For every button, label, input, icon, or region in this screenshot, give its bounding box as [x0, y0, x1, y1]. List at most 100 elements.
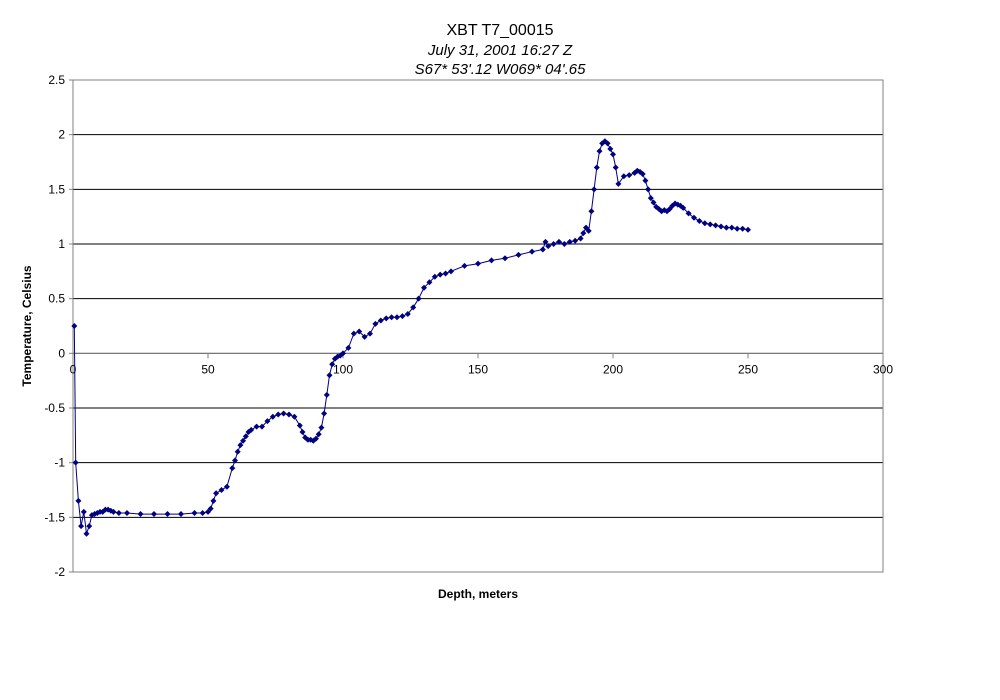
data-point — [685, 210, 692, 217]
chart-subtitle-datetime: July 31, 2001 16:27 Z — [427, 42, 573, 59]
data-point — [164, 511, 171, 518]
y-axis-label: Temperature, Celsius — [20, 265, 34, 386]
data-point — [647, 195, 654, 202]
data-point — [475, 260, 481, 267]
data-point — [237, 442, 244, 449]
data-point — [529, 248, 535, 255]
data-point — [269, 413, 276, 420]
data-point — [566, 238, 573, 245]
data-point — [612, 164, 619, 171]
gridlines — [73, 134, 883, 518]
y-tick-label: -1.5 — [44, 510, 65, 524]
data-point — [94, 509, 101, 516]
data-point — [388, 314, 395, 321]
data-point — [615, 180, 622, 187]
plot-frame — [72, 79, 884, 573]
data-point — [110, 508, 117, 515]
x-tick-label: 100 — [333, 362, 353, 376]
data-point — [286, 411, 292, 418]
data-point — [280, 410, 287, 417]
data-point — [448, 268, 454, 275]
data-point — [404, 310, 411, 317]
data-point — [745, 226, 751, 233]
data-point — [321, 410, 328, 417]
data-point — [315, 431, 322, 438]
data-point — [488, 257, 495, 264]
data-point — [345, 344, 352, 351]
y-tick-label: 0.5 — [48, 292, 65, 306]
data-point — [356, 328, 363, 335]
data-point — [71, 323, 78, 329]
series-line — [73, 140, 749, 534]
data-point — [377, 317, 384, 324]
data-point — [442, 270, 449, 277]
data-point — [275, 411, 282, 418]
data-point — [437, 271, 444, 278]
data-point — [580, 230, 587, 237]
data-point — [718, 223, 724, 230]
data-point — [734, 225, 741, 232]
y-tick-label: -0.5 — [44, 401, 65, 415]
data-point — [259, 423, 265, 430]
data-point — [561, 241, 568, 247]
data-point — [739, 225, 746, 232]
data-point — [240, 437, 247, 444]
data-point — [639, 171, 646, 178]
series-markers — [71, 138, 751, 537]
data-point — [115, 509, 122, 516]
data-point — [421, 284, 427, 291]
data-point — [596, 148, 603, 155]
x-tick-label: 200 — [603, 362, 623, 376]
data-point — [515, 251, 522, 258]
data-point — [72, 459, 79, 466]
y-tick-label: -1 — [54, 456, 65, 470]
data-point — [410, 304, 417, 311]
data-point — [229, 465, 236, 472]
x-tick-label: 0 — [70, 362, 77, 376]
data-point — [431, 273, 438, 280]
y-tick-label: 1 — [58, 237, 65, 251]
data-point — [550, 241, 557, 247]
data-point — [383, 315, 390, 322]
data-point — [556, 238, 562, 245]
axes — [72, 352, 884, 359]
data-point — [124, 509, 130, 516]
data-point — [610, 151, 616, 158]
data-point — [296, 422, 303, 429]
data-point — [329, 361, 336, 368]
data-point — [626, 172, 633, 179]
data-point — [191, 509, 198, 516]
data-point — [213, 490, 220, 497]
data-point — [502, 255, 508, 262]
x-tick-label: 300 — [873, 362, 893, 376]
data-point — [415, 295, 422, 302]
y-tick-label: 2 — [58, 128, 65, 142]
data-point — [585, 227, 592, 234]
data-point — [542, 238, 549, 245]
data-point — [207, 505, 214, 512]
y-tick-label: 2.5 — [48, 73, 65, 87]
data-point — [372, 320, 379, 327]
data-point — [607, 145, 614, 152]
data-point — [253, 423, 260, 430]
data-point — [691, 214, 697, 221]
data-point — [539, 246, 546, 253]
tick-labels: 2.5 2 1.5 1 0.5 0 -0.5 -1 -1.5 -2 0 50 100 150 200 250 3… — [44, 73, 893, 579]
data-point — [291, 413, 298, 420]
data-point — [78, 523, 85, 530]
data-point — [350, 330, 357, 337]
data-point — [242, 433, 249, 440]
data-point — [426, 279, 433, 286]
data-point — [728, 224, 735, 231]
data-point — [86, 523, 93, 530]
data-point — [577, 235, 584, 242]
data-point — [323, 391, 330, 398]
data-point — [604, 140, 611, 147]
data-point — [223, 483, 230, 490]
data-point — [680, 204, 687, 211]
data-point — [137, 511, 144, 518]
data-point — [591, 186, 598, 193]
data-point — [151, 511, 157, 518]
